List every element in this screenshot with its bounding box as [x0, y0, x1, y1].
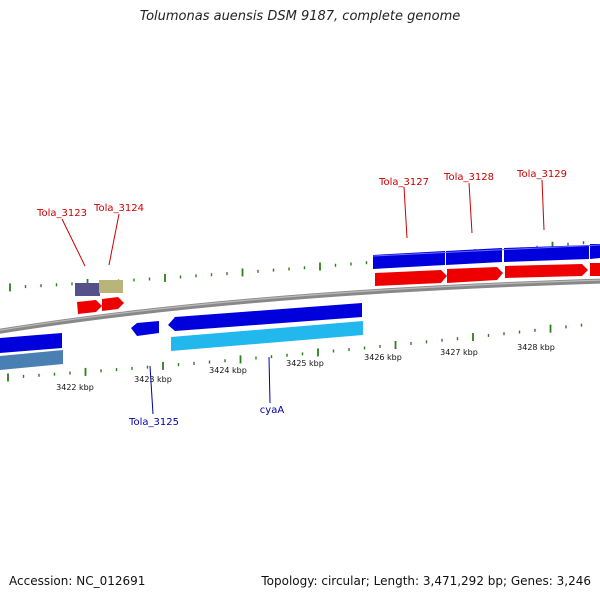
scale-label: 3423 kbp [134, 375, 172, 384]
leader-line-tola-3123 [61, 218, 86, 267]
label-tola-3123[interactable]: Tola_3123 [36, 208, 87, 219]
cds-bar-cyaa[interactable] [171, 321, 363, 351]
label-tola-3127[interactable]: Tola_3127 [378, 177, 429, 188]
cds-arrow-partial-right[interactable] [590, 263, 600, 276]
tick-marks-reverse [7, 323, 583, 382]
gene-arrow-cyaa[interactable] [168, 303, 362, 331]
cds-arrow-tola-3123[interactable] [77, 300, 102, 314]
leader-line-tola-3129 [541, 179, 545, 231]
gene-bar-tola-3127[interactable] [373, 251, 445, 269]
gene-bar-partial-right[interactable] [590, 244, 600, 259]
genome-backbone-highlight [0, 279, 600, 331]
gene-bar-left-partial[interactable] [0, 333, 62, 353]
label-tola-3124[interactable]: Tola_3124 [93, 203, 144, 214]
leader-line-tola-3124 [108, 213, 120, 266]
feature-box-purple[interactable] [75, 283, 100, 296]
label-tola-3125[interactable]: Tola_3125 [128, 417, 179, 428]
gene-arrow-tola-3125[interactable] [131, 321, 159, 336]
leader-line-tola-3127 [403, 186, 408, 239]
map-title: Tolumonas auensis DSM 9187, complete gen… [139, 9, 461, 24]
label-tola-3128[interactable]: Tola_3128 [443, 172, 494, 183]
scale-label: 3427 kbp [440, 348, 478, 357]
leader-line-cyaa [268, 356, 271, 404]
label-tola-3129[interactable]: Tola_3129 [516, 169, 567, 180]
cds-arrow-tola-3128[interactable] [447, 267, 503, 283]
scale-label: 3428 kbp [517, 343, 555, 352]
cds-bar-left-partial[interactable] [0, 350, 63, 370]
cds-arrow-tola-3129[interactable] [505, 264, 588, 278]
cds-arrow-tola-3124[interactable] [102, 297, 124, 311]
scale-label: 3424 kbp [209, 366, 247, 375]
genome-backbone [0, 278, 600, 334]
gene-bar-highlight [372, 244, 600, 257]
scale-label: 3422 kbp [56, 383, 94, 392]
accession-text: Accession: NC_012691 [9, 574, 146, 588]
leader-line-tola-3128 [468, 182, 473, 234]
cds-arrow-tola-3127[interactable] [375, 270, 447, 286]
scale-label: 3425 kbp [286, 359, 324, 368]
feature-box-khaki[interactable] [99, 280, 123, 293]
gene-bar-tola-3129[interactable] [504, 245, 589, 262]
label-cyaa[interactable]: cyaA [260, 405, 285, 416]
scale-label: 3426 kbp [364, 353, 402, 362]
leader-line-tola-3125 [149, 365, 154, 415]
genome-summary-text: Topology: circular; Length: 3,471,292 bp… [261, 574, 591, 588]
